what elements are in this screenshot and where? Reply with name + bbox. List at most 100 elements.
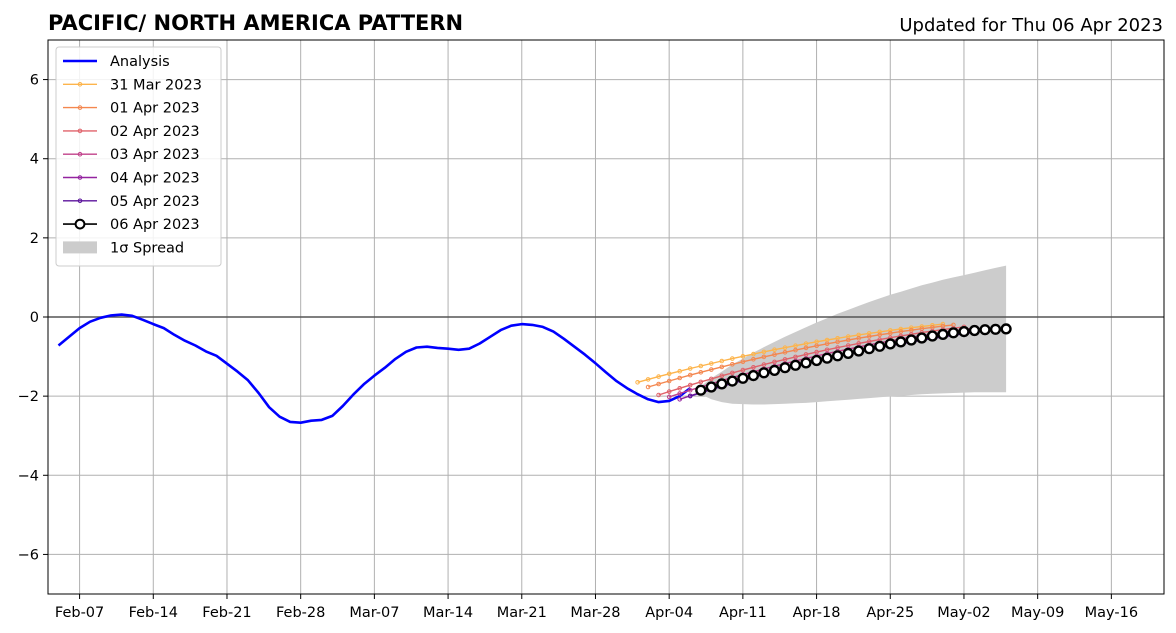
x-tick-label: Mar-07	[349, 605, 399, 621]
legend-label: 05 Apr 2023	[110, 194, 200, 210]
current-forecast-point	[884, 338, 896, 350]
forecast-point	[709, 361, 714, 366]
y-tick-label: −2	[18, 389, 39, 405]
forecast-point	[730, 370, 735, 376]
legend-label: 02 Apr 2023	[110, 124, 200, 140]
y-tick-label: 2	[30, 231, 39, 247]
forecast-point	[730, 362, 735, 367]
x-tick-label: Apr-04	[645, 605, 693, 621]
y-tick-label: 4	[30, 152, 39, 168]
current-forecast-point	[947, 327, 960, 339]
forecast-point	[761, 362, 767, 367]
forecast-point	[656, 392, 661, 398]
legend-swatch-marker	[74, 218, 86, 230]
x-tick-label: Feb-07	[55, 605, 104, 621]
legend-label: 01 Apr 2023	[110, 101, 200, 117]
y-tick-label: 0	[30, 310, 39, 326]
legend-item: Analysis	[63, 54, 170, 70]
current-forecast-point	[758, 367, 770, 379]
forecast-point	[698, 379, 704, 385]
current-forecast-point	[874, 340, 886, 352]
forecast-point	[730, 356, 735, 361]
x-tick-label: Mar-28	[570, 605, 620, 621]
forecast-point	[687, 366, 693, 371]
current-forecast-point	[916, 332, 928, 344]
current-forecast-point	[1000, 323, 1012, 335]
analysis-group	[57, 313, 691, 425]
forecast-point	[835, 339, 840, 345]
legend-swatch-marker	[77, 151, 83, 157]
x-tick-label: Feb-21	[202, 605, 251, 621]
forecast-point	[888, 330, 893, 336]
legend-label: 06 Apr 2023	[110, 217, 200, 233]
forecast-point	[677, 386, 683, 391]
forecast-point	[709, 376, 714, 382]
forecast-point	[740, 359, 746, 365]
current-forecast-point	[842, 347, 854, 360]
legend-swatch	[63, 241, 97, 254]
legend-item: 01 Apr 2023	[63, 101, 200, 117]
current-forecast-point	[895, 336, 907, 348]
forecast-point	[645, 377, 651, 382]
current-forecast-point	[926, 330, 939, 342]
x-tick-label: Apr-18	[793, 605, 841, 621]
forecast-point	[740, 354, 746, 359]
legend-swatch-marker	[77, 128, 83, 134]
analysis-line	[57, 313, 691, 425]
legend-label: 04 Apr 2023	[110, 171, 200, 187]
legend-item: 03 Apr 2023	[63, 147, 200, 163]
forecast-point	[719, 358, 725, 364]
y-tick-label: 6	[30, 73, 39, 89]
forecast-point	[709, 367, 714, 372]
forecast-point	[666, 371, 672, 377]
legend: Analysis 31 Mar 2023 01 Apr 2023 02 Apr 202…	[55, 46, 222, 267]
legend-item: 1σ Spread	[63, 240, 184, 256]
forecast-point	[687, 387, 693, 393]
forecast-point	[677, 397, 683, 402]
current-forecast-point	[979, 324, 991, 336]
legend-swatch-marker	[77, 175, 83, 180]
legend-item: 02 Apr 2023	[63, 124, 200, 140]
x-tick-label: Feb-14	[129, 605, 178, 621]
forecast-point	[803, 341, 809, 347]
forecast-point	[656, 381, 661, 387]
axis-ticks: Feb-07 Feb-14 Feb-21 Feb-28 Mar-07 Mar-14 Mar-…	[18, 73, 1138, 621]
current-forecast-point	[989, 323, 1002, 335]
forecast-point	[677, 375, 683, 381]
forecast-point	[772, 359, 777, 365]
legend-label: 1σ Spread	[110, 240, 184, 256]
current-forecast-point	[768, 364, 781, 377]
legend-swatch-marker	[77, 82, 83, 87]
legend-label: 03 Apr 2023	[110, 147, 200, 163]
forecast-point	[814, 343, 819, 349]
x-tick-label: Apr-25	[866, 605, 914, 621]
x-tick-label: Feb-28	[276, 605, 325, 621]
current-forecast-point	[800, 357, 812, 369]
y-tick-label: −4	[18, 468, 39, 484]
current-forecast-group	[695, 323, 1012, 396]
legend-item: 04 Apr 2023	[63, 171, 200, 187]
current-forecast-point	[937, 328, 949, 341]
legend-item: 05 Apr 2023	[63, 194, 200, 210]
current-forecast-point	[789, 359, 802, 371]
forecast-point	[719, 373, 725, 379]
current-forecast-point	[695, 384, 707, 396]
chart-title: PACIFIC/ NORTH AMERICA PATTERN	[48, 11, 463, 35]
legend-swatch-marker	[77, 105, 83, 110]
current-forecast-point	[958, 326, 970, 338]
forecast-point	[751, 365, 756, 370]
current-forecast-point	[716, 378, 728, 390]
forecast-point	[877, 332, 883, 338]
current-forecast-point	[853, 345, 865, 357]
legend-box	[55, 46, 222, 267]
forecast-point	[793, 347, 798, 353]
forecast-point	[866, 331, 872, 336]
legend-swatch-marker	[77, 198, 83, 204]
forecast-point	[656, 374, 661, 379]
current-forecast-point	[821, 352, 833, 364]
forecast-point	[856, 335, 862, 341]
forecast-point	[888, 328, 893, 333]
forecast-point	[666, 378, 672, 384]
x-tick-label: Mar-14	[423, 605, 473, 621]
forecast-point	[687, 372, 693, 378]
